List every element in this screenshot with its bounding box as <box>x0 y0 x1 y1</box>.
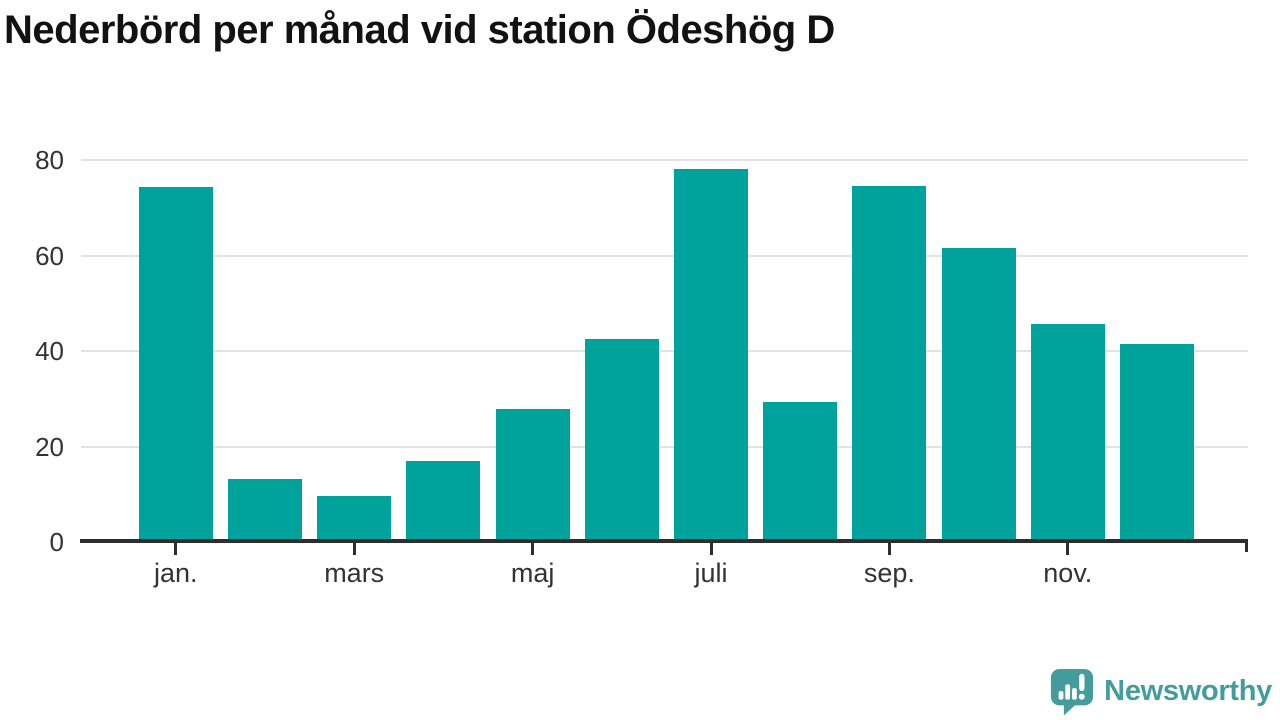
bar-sep <box>852 185 927 542</box>
bar-aug <box>763 401 838 542</box>
bar-dec <box>1120 343 1194 542</box>
bar-feb <box>228 478 302 542</box>
logo-bar-3 <box>1072 688 1077 700</box>
newsworthy-logo-text: Newsworthy <box>1104 675 1272 707</box>
bar-apr <box>406 461 481 542</box>
x-tick-jan <box>174 543 178 555</box>
x-axis-tick-label: sep. <box>863 558 915 588</box>
bar-nov <box>1030 324 1105 542</box>
logo-exclamation-dot <box>1078 693 1085 700</box>
bar-maj <box>495 409 570 542</box>
newsworthy-logo: Newsworthy <box>1049 667 1272 716</box>
x-axis-tick-label: juli <box>694 558 728 588</box>
y-axis-tick-label: 0 <box>49 527 64 557</box>
x-tick-maj <box>531 543 535 555</box>
logo-bar-1 <box>1058 691 1064 700</box>
chart-title: Nederbörd per månad vid station Ödeshög … <box>4 8 835 52</box>
x-tick-sep <box>887 543 891 555</box>
bar-juni <box>584 339 659 542</box>
gridline-y-60 <box>81 254 1248 257</box>
logo-bar-2 <box>1065 684 1071 700</box>
y-axis-tick-label: 20 <box>35 431 64 462</box>
gridline-y-80 <box>81 159 1248 161</box>
x-axis-line <box>80 539 1248 543</box>
gridline-y-40 <box>81 350 1248 352</box>
y-axis-tick-label: 60 <box>35 240 64 271</box>
bar-mars <box>317 495 392 542</box>
logo-exclamation-stroke <box>1079 673 1085 692</box>
x-tick-juli <box>709 543 713 555</box>
x-axis-tick-label: mars <box>324 558 385 588</box>
x-axis-endcap <box>1245 539 1248 552</box>
y-axis-tick-label: 80 <box>35 145 64 175</box>
x-tick-nov <box>1066 543 1070 555</box>
x-axis-tick-label: jan. <box>154 558 198 588</box>
bar-okt <box>941 247 1016 542</box>
gridline-y-20 <box>81 445 1248 448</box>
y-axis-tick-label: 40 <box>35 336 64 366</box>
bar-juli <box>674 169 748 542</box>
x-tick-mars <box>352 543 356 555</box>
x-axis-tick-label: nov. <box>1043 558 1093 588</box>
bar-jan <box>138 187 213 542</box>
newsworthy-logo-icon <box>1051 668 1094 716</box>
x-axis-tick-label: maj <box>510 558 555 588</box>
